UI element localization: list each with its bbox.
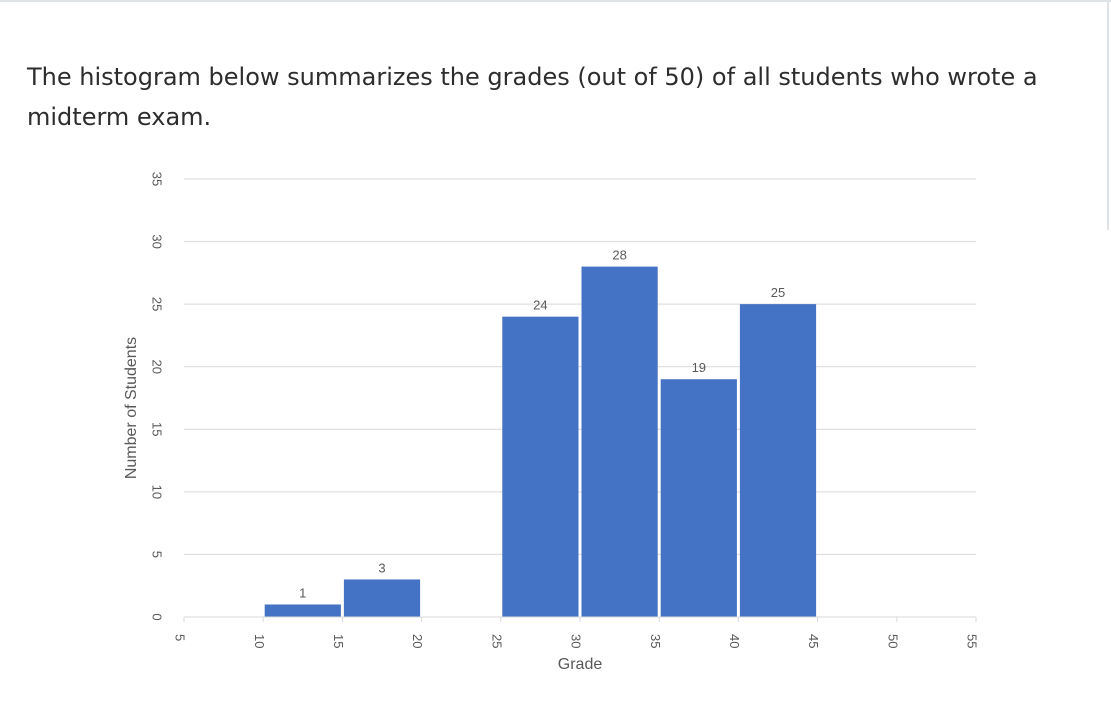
top-border: [0, 0, 1111, 2]
x-tick-label-25: 25: [489, 634, 504, 648]
x-axis-title: Grade: [558, 656, 603, 673]
y-tick-label-5: 5: [150, 551, 165, 558]
intro-text: The histogram below summarizes the grade…: [27, 63, 1038, 131]
histogram-bar-25-30: [502, 316, 579, 617]
histogram-bar-10-15: [264, 604, 341, 617]
histogram-bar-35-40: [660, 379, 737, 617]
right-scrollbar-edge: [1107, 0, 1109, 230]
x-tick-label-30: 30: [569, 634, 584, 648]
histogram-bar-40-45: [739, 304, 817, 617]
x-tick-label-50: 50: [885, 634, 900, 648]
x-tick-label-5: 5: [173, 634, 188, 641]
data-label-40-45: 25: [771, 285, 785, 300]
y-tick-label-25: 25: [150, 297, 165, 311]
histogram-chart: 1 3 24 28 19 25 5 10 15 20 25 30 35 40 45 50 55 0 5 10 15 20 2…: [123, 172, 980, 673]
x-tick-label-55: 55: [965, 634, 980, 648]
y-tick-label-15: 15: [150, 422, 165, 436]
y-tick-label-30: 30: [150, 234, 165, 248]
y-tick-label-0: 0: [150, 613, 165, 620]
data-label-35-40: 19: [692, 360, 706, 375]
y-tick-label-20: 20: [150, 359, 165, 373]
y-tick-label-10: 10: [150, 485, 165, 499]
x-tick-label-35: 35: [648, 634, 663, 648]
x-tick-label-45: 45: [806, 634, 821, 648]
histogram-bar-30-35: [581, 266, 658, 617]
y-tick-label-35: 35: [150, 172, 165, 186]
x-tick-label-10: 10: [252, 634, 267, 648]
x-tick-label-20: 20: [410, 634, 425, 648]
data-label-25-30: 24: [533, 298, 547, 313]
data-label-15-20: 3: [378, 560, 385, 575]
x-tick-label-40: 40: [727, 634, 742, 648]
y-axis-title: Number of Students: [123, 337, 140, 479]
data-label-10-15: 1: [299, 585, 306, 600]
x-tick-label-15: 15: [331, 634, 346, 648]
histogram-bar-15-20: [343, 579, 421, 617]
data-label-30-35: 28: [612, 248, 626, 263]
